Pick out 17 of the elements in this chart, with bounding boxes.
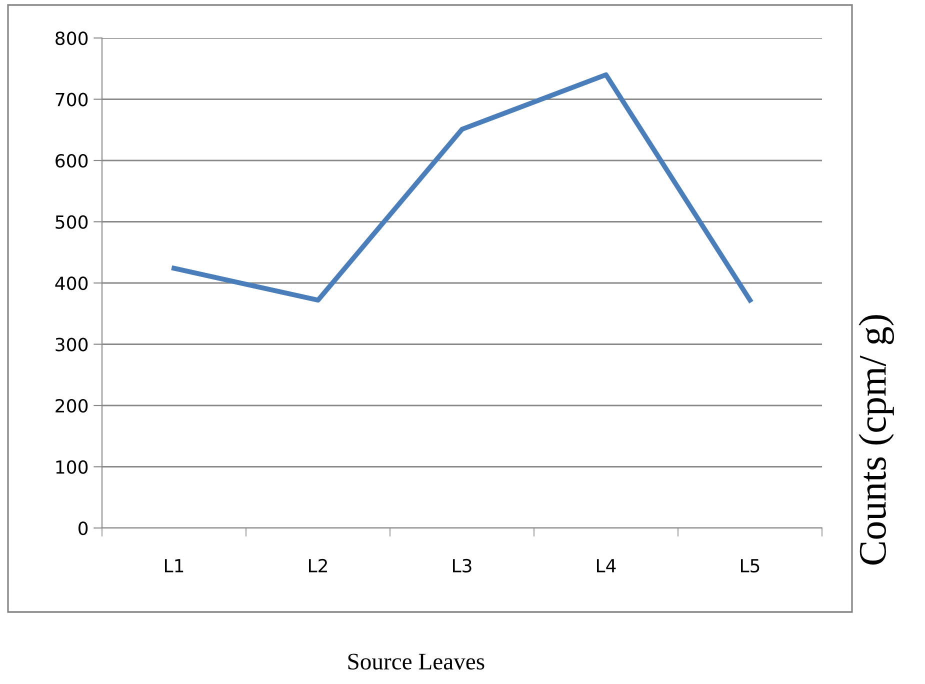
y-tick-label: 0	[78, 521, 88, 536]
x-axis-title: Source Leaves	[348, 654, 484, 670]
y-tick-label: 500	[56, 215, 88, 229]
y-tick-label: 200	[56, 398, 88, 413]
y-axis-title: Counts (cpm/ g)	[858, 315, 894, 565]
x-tick-label: L2	[309, 558, 327, 572]
y-tick-label: 800	[56, 31, 88, 46]
x-tick-label: L3	[453, 558, 472, 573]
x-tick-label: L1	[165, 559, 184, 572]
y-tick-label: 400	[55, 276, 88, 290]
y-tick-label: 100	[56, 460, 88, 474]
x-tick-label: L5	[741, 559, 760, 573]
y-tick-label: 700	[56, 92, 88, 106]
x-tick-label: L4	[597, 559, 616, 572]
y-tick-label: 600	[56, 154, 88, 168]
line-series	[172, 72, 752, 303]
y-tick-label: 300	[56, 338, 88, 352]
